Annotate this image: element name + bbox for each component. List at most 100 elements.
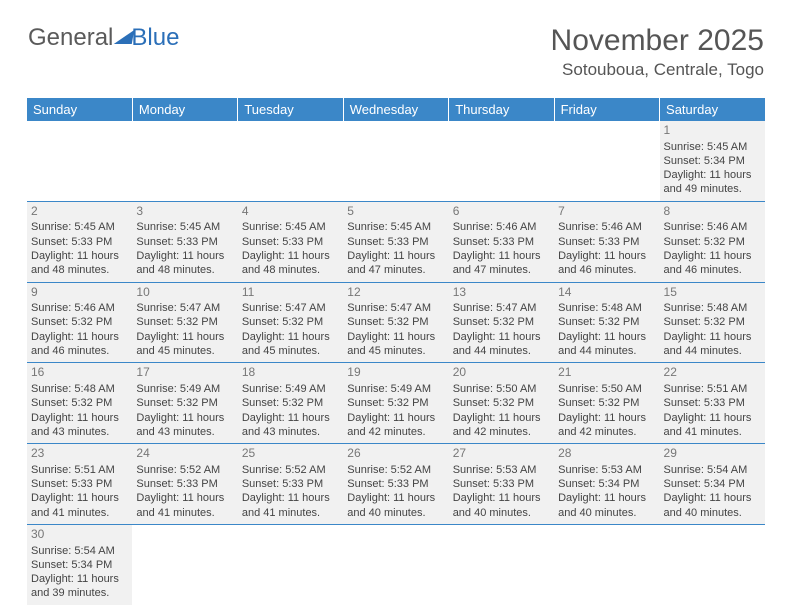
sunrise-text: Sunrise: 5:47 AM <box>347 301 444 315</box>
calendar-table: SundayMondayTuesdayWednesdayThursdayFrid… <box>27 98 765 605</box>
day-number: 9 <box>31 285 128 301</box>
calendar-cell-empty <box>27 121 132 201</box>
calendar-cell-day-28: 28Sunrise: 5:53 AMSunset: 5:34 PMDayligh… <box>554 444 659 525</box>
day-number: 5 <box>347 204 444 220</box>
day-number: 6 <box>453 204 550 220</box>
calendar-cell-empty <box>132 121 237 201</box>
page-title: November 2025 <box>551 24 764 58</box>
daylight-text: Daylight: 11 hours and 48 minutes. <box>136 249 233 278</box>
calendar-cell-day-2: 2Sunrise: 5:45 AMSunset: 5:33 PMDaylight… <box>27 201 132 282</box>
day-number: 23 <box>31 446 128 462</box>
sunset-text: Sunset: 5:32 PM <box>453 396 550 410</box>
calendar-cell-day-10: 10Sunrise: 5:47 AMSunset: 5:32 PMDayligh… <box>132 282 237 363</box>
calendar-cell-empty <box>343 524 448 604</box>
day-number: 2 <box>31 204 128 220</box>
calendar-cell-day-7: 7Sunrise: 5:46 AMSunset: 5:33 PMDaylight… <box>554 201 659 282</box>
sunset-text: Sunset: 5:33 PM <box>558 235 655 249</box>
calendar-cell-empty <box>449 524 554 604</box>
sunrise-text: Sunrise: 5:49 AM <box>136 382 233 396</box>
sunrise-text: Sunrise: 5:52 AM <box>347 463 444 477</box>
daylight-text: Daylight: 11 hours and 40 minutes. <box>347 491 444 520</box>
sunset-text: Sunset: 5:32 PM <box>347 315 444 329</box>
sunset-text: Sunset: 5:33 PM <box>136 477 233 491</box>
calendar-row: 2Sunrise: 5:45 AMSunset: 5:33 PMDaylight… <box>27 201 765 282</box>
day-number: 3 <box>136 204 233 220</box>
calendar-cell-day-13: 13Sunrise: 5:47 AMSunset: 5:32 PMDayligh… <box>449 282 554 363</box>
calendar-row: 16Sunrise: 5:48 AMSunset: 5:32 PMDayligh… <box>27 363 765 444</box>
calendar-row: 30Sunrise: 5:54 AMSunset: 5:34 PMDayligh… <box>27 524 765 604</box>
daylight-text: Daylight: 11 hours and 46 minutes. <box>31 330 128 359</box>
day-number: 11 <box>242 285 339 301</box>
sunset-text: Sunset: 5:33 PM <box>31 235 128 249</box>
logo-text-blue: Blue <box>131 24 179 52</box>
sunrise-text: Sunrise: 5:52 AM <box>136 463 233 477</box>
calendar-cell-empty <box>449 121 554 201</box>
sunset-text: Sunset: 5:32 PM <box>136 396 233 410</box>
calendar-cell-empty <box>238 121 343 201</box>
calendar-cell-day-9: 9Sunrise: 5:46 AMSunset: 5:32 PMDaylight… <box>27 282 132 363</box>
day-number: 20 <box>453 365 550 381</box>
sunset-text: Sunset: 5:33 PM <box>242 235 339 249</box>
daylight-text: Daylight: 11 hours and 42 minutes. <box>347 411 444 440</box>
calendar-cell-day-25: 25Sunrise: 5:52 AMSunset: 5:33 PMDayligh… <box>238 444 343 525</box>
sunset-text: Sunset: 5:32 PM <box>558 315 655 329</box>
sunset-text: Sunset: 5:33 PM <box>242 477 339 491</box>
calendar-cell-day-12: 12Sunrise: 5:47 AMSunset: 5:32 PMDayligh… <box>343 282 448 363</box>
day-number: 8 <box>664 204 761 220</box>
daylight-text: Daylight: 11 hours and 39 minutes. <box>31 572 128 601</box>
sunset-text: Sunset: 5:32 PM <box>558 396 655 410</box>
sunrise-text: Sunrise: 5:54 AM <box>31 544 128 558</box>
calendar-body: 1Sunrise: 5:45 AMSunset: 5:34 PMDaylight… <box>27 121 765 605</box>
daylight-text: Daylight: 11 hours and 40 minutes. <box>453 491 550 520</box>
day-number: 16 <box>31 365 128 381</box>
calendar-cell-day-11: 11Sunrise: 5:47 AMSunset: 5:32 PMDayligh… <box>238 282 343 363</box>
sunset-text: Sunset: 5:32 PM <box>31 315 128 329</box>
calendar-cell-empty <box>343 121 448 201</box>
calendar-cell-day-29: 29Sunrise: 5:54 AMSunset: 5:34 PMDayligh… <box>660 444 765 525</box>
calendar-row: 1Sunrise: 5:45 AMSunset: 5:34 PMDaylight… <box>27 121 765 201</box>
day-number: 4 <box>242 204 339 220</box>
day-number: 14 <box>558 285 655 301</box>
day-number: 12 <box>347 285 444 301</box>
day-number: 26 <box>347 446 444 462</box>
daylight-text: Daylight: 11 hours and 41 minutes. <box>136 491 233 520</box>
calendar-cell-day-20: 20Sunrise: 5:50 AMSunset: 5:32 PMDayligh… <box>449 363 554 444</box>
daylight-text: Daylight: 11 hours and 41 minutes. <box>664 411 761 440</box>
day-number: 19 <box>347 365 444 381</box>
sunrise-text: Sunrise: 5:45 AM <box>242 220 339 234</box>
sunrise-text: Sunrise: 5:48 AM <box>558 301 655 315</box>
daylight-text: Daylight: 11 hours and 46 minutes. <box>664 249 761 278</box>
sunrise-text: Sunrise: 5:45 AM <box>31 220 128 234</box>
sunrise-text: Sunrise: 5:45 AM <box>136 220 233 234</box>
sunrise-text: Sunrise: 5:49 AM <box>347 382 444 396</box>
title-block: November 2025 Sotouboua, Centrale, Togo <box>551 24 764 80</box>
daylight-text: Daylight: 11 hours and 43 minutes. <box>31 411 128 440</box>
sunset-text: Sunset: 5:33 PM <box>31 477 128 491</box>
sunset-text: Sunset: 5:34 PM <box>664 154 761 168</box>
calendar-cell-day-17: 17Sunrise: 5:49 AMSunset: 5:32 PMDayligh… <box>132 363 237 444</box>
sunrise-text: Sunrise: 5:51 AM <box>664 382 761 396</box>
daylight-text: Daylight: 11 hours and 47 minutes. <box>453 249 550 278</box>
calendar-cell-empty <box>132 524 237 604</box>
sunrise-text: Sunrise: 5:45 AM <box>347 220 444 234</box>
day-header-saturday: Saturday <box>660 98 765 121</box>
day-header-monday: Monday <box>132 98 237 121</box>
sunrise-text: Sunrise: 5:50 AM <box>453 382 550 396</box>
day-number: 22 <box>664 365 761 381</box>
calendar-cell-day-5: 5Sunrise: 5:45 AMSunset: 5:33 PMDaylight… <box>343 201 448 282</box>
day-number: 15 <box>664 285 761 301</box>
calendar-cell-day-8: 8Sunrise: 5:46 AMSunset: 5:32 PMDaylight… <box>660 201 765 282</box>
sunset-text: Sunset: 5:32 PM <box>242 396 339 410</box>
sunset-text: Sunset: 5:33 PM <box>136 235 233 249</box>
daylight-text: Daylight: 11 hours and 44 minutes. <box>558 330 655 359</box>
daylight-text: Daylight: 11 hours and 47 minutes. <box>347 249 444 278</box>
sunset-text: Sunset: 5:34 PM <box>31 558 128 572</box>
daylight-text: Daylight: 11 hours and 49 minutes. <box>664 168 761 197</box>
sunrise-text: Sunrise: 5:51 AM <box>31 463 128 477</box>
calendar-cell-day-18: 18Sunrise: 5:49 AMSunset: 5:32 PMDayligh… <box>238 363 343 444</box>
calendar-cell-empty <box>660 524 765 604</box>
sunrise-text: Sunrise: 5:46 AM <box>31 301 128 315</box>
sunset-text: Sunset: 5:32 PM <box>347 396 444 410</box>
calendar-cell-day-30: 30Sunrise: 5:54 AMSunset: 5:34 PMDayligh… <box>27 524 132 604</box>
page-header: GeneralBlue November 2025 Sotouboua, Cen… <box>0 0 792 88</box>
